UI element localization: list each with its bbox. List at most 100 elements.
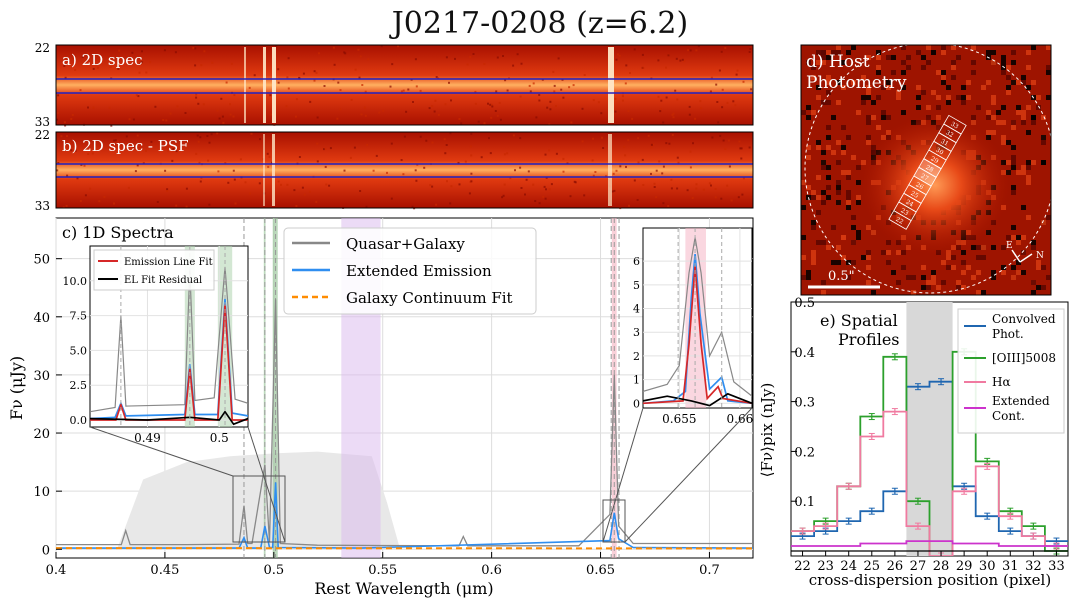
c-ytick-label: 10 [33,485,50,500]
e-xtick-label: 27 [910,559,927,574]
e-xtick-label: 25 [864,559,881,574]
legend-ext-cont: Extended [992,394,1050,408]
e-xtick-label: 26 [887,559,904,574]
inset-right-series-emission-line-fit [643,265,752,405]
panel-e-label: e) Spatial [820,311,898,330]
legend-halpha: Hα [992,375,1011,389]
scale-label: 0.5" [828,269,855,284]
c-xtick-label: 0.5 [263,563,284,578]
inset-right-xtick-label: 0.655 [662,412,696,426]
inset-left-ytick-label: 7.5 [70,310,88,323]
panel-a-2d-spec: a) 2D spec 22 33 [35,41,754,129]
e-series-extended-cont- [791,540,1068,547]
panel-a-ytick-top: 22 [35,41,50,55]
legend-quasar: Quasar+Galaxy [346,235,465,253]
c-xtick-label: 0.6 [481,563,502,578]
panel-b-image [56,132,753,208]
panel-e-label-2: Profiles [838,330,900,349]
aperture-label: 31 [939,138,949,148]
panel-a-image [56,45,753,125]
e-xtick-label: 31 [1002,559,1019,574]
inset-left-series-el-fit-residual [90,410,248,426]
c-xtick-label: 0.4 [46,563,67,578]
inset-left-xtick-label: 0.5 [210,431,229,445]
compass-e: E [1006,241,1013,251]
inset-right-ytick-label: 4 [633,303,640,316]
aperture-label: 24 [904,199,914,209]
e-xtick-label: 30 [979,559,996,574]
panel-a-label: a) 2D spec [62,51,142,69]
c-xtick-label: 0.65 [586,563,615,578]
aperture-label: 33 [949,121,959,131]
e-ytick-label: 0.2 [794,445,815,460]
e-xtick-label: 33 [1048,559,1065,574]
compass-n: N [1036,251,1044,261]
inset-right-ytick-label: 1 [633,374,640,387]
legend-residual: EL Fit Residual [124,275,202,286]
inset-left-legend: Emission Line Fit EL Fit Residual [93,249,215,291]
panel-a-ytick-bottom: 33 [35,115,50,129]
e-ytick-label: 0.5 [794,296,815,311]
panel-e-xlabel: cross-dispersion position (pixel) [809,571,1051,589]
series-quasar-galaxy [56,299,753,547]
legend-oiii: [OIII]5008 [992,351,1056,365]
inset-left: 0.49 0.5 0.0 2.5 5.0 7.5 10.0 Emission Line Fi… [63,245,249,445]
aperture-label: 27 [919,173,929,183]
aperture-label: 28 [924,164,934,174]
inset-right-xtick-label: 0.66 [727,412,754,426]
inset-left-xtick-label: 0.49 [134,431,161,445]
inset-right-ytick-label: 6 [633,255,640,268]
inset-right-ytick-label: 3 [633,326,640,339]
e-xtick-label: 32 [1025,559,1042,574]
zoom-connector-right-1 [602,407,644,543]
legend-ext-cont-2: Cont. [992,409,1025,423]
inset-right-series-extended-emission [643,254,752,405]
e-ytick-label: 0.3 [794,396,815,411]
e-ytick-label: 0.1 [794,495,815,510]
inset-right-series-quasar-galaxy [643,237,752,397]
inset-left-ytick-label: 0.0 [70,414,88,427]
legend-conv-phot: Convolved [992,312,1056,326]
legend-fit: Emission Line Fit [124,257,213,268]
inset-left-ytick-label: 2.5 [70,379,88,392]
aperture-box [943,114,967,135]
series-extended-emission [56,482,753,549]
figure-title: J0217-0208 (z=6.2) [391,6,689,41]
e-xtick-label: 24 [840,559,857,574]
zoom-box-right [602,499,626,543]
zoom-connector-right-2 [624,407,753,543]
inset-right-ytick-label: 2 [633,350,640,363]
aperture-label: 25 [909,190,919,200]
c-ytick-label: 20 [33,427,50,442]
legend-extended: Extended Emission [346,262,492,280]
e-ytick-label: 0.4 [794,346,815,361]
e-xtick-label: 22 [794,559,811,574]
c-ytick-label: 0 [42,543,50,558]
panel-d-label-line2: Photometry [806,73,907,93]
legend-conv-phot-2: Phot. [992,327,1024,341]
panel-b-ytick-bottom: 33 [35,199,50,213]
inset-left-ytick-label: 5.0 [70,344,88,357]
aperture-label: 22 [894,216,904,226]
panel-e-legend: Convolved Phot. [OIII]5008 Hα Extended C… [957,308,1065,434]
panel-b-label: b) 2D spec - PSF [62,137,189,155]
inset-left-ytick-label: 10.0 [63,275,88,288]
panel-c-xlabel: Rest Wavelength (μm) [314,579,493,598]
panel-e-spatial-profiles: 22 23 24 25 26 27 28 29 30 31 32 330.10.20.30.40.5 … [758,296,1069,589]
legend-galaxy-fit: Galaxy Continuum Fit [346,289,513,307]
c-ytick-label: 50 [33,253,50,268]
panel-d-label-line1: d) Host [806,52,870,72]
inset-left-band [217,246,233,427]
aperture-label: 32 [944,129,954,139]
aperture-label: 26 [914,181,924,191]
compass: E N [1006,241,1044,263]
aperture-label: 23 [899,207,909,217]
c-ytick-label: 40 [33,311,50,326]
inset-right-series-el-fit-residual [643,392,752,407]
panel-e-ylabel: ⟨Fν⟩pix (nJy) [758,383,776,478]
e-xtick-label: 29 [956,559,973,574]
c-xtick-label: 0.55 [368,563,397,578]
